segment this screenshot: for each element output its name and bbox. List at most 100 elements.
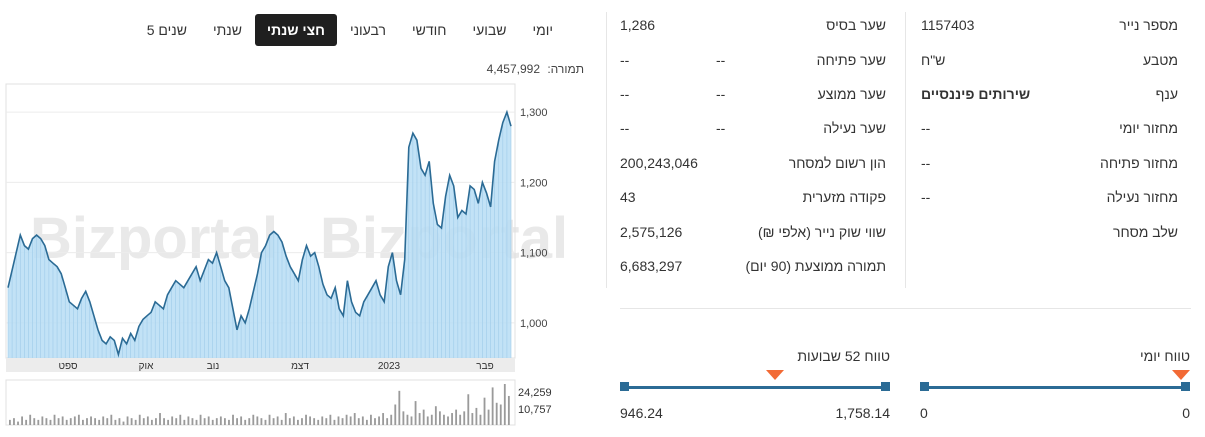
volume-bar — [503, 384, 506, 425]
detail-label: שווי שוק נייר (אלפי ₪) — [757, 223, 886, 240]
volume-bar — [301, 418, 303, 425]
volume-bar — [467, 394, 470, 425]
volume-bar — [228, 419, 230, 425]
detail-value: ש"ח — [921, 51, 946, 68]
volume-bar — [430, 414, 433, 425]
tab-daily[interactable]: יומי — [532, 22, 553, 38]
volume-bar — [414, 401, 417, 425]
detail-label: שער פתיחה — [816, 51, 886, 68]
tab-yearly[interactable]: שנתי — [212, 22, 242, 38]
volume-bar — [321, 416, 324, 425]
volume-bar — [422, 409, 425, 425]
detail-value: -- — [921, 154, 931, 171]
tab-half-year[interactable]: חצי שנתי — [254, 14, 337, 46]
range-low: 0 — [920, 405, 928, 421]
volume-bar — [378, 416, 380, 425]
volume-bar — [483, 397, 486, 425]
security-details: מספר נייר 1157403 מטבע ש"ח ענף שירותים פ… — [905, 8, 1190, 249]
volume-bar — [499, 404, 502, 425]
detail-value: -- — [620, 51, 630, 68]
volume-bar — [406, 414, 409, 425]
volume-bar — [134, 419, 137, 425]
volume-bar — [236, 418, 238, 425]
detail-change: -- — [716, 51, 726, 68]
volume-bar — [102, 416, 105, 425]
volume-bar — [195, 419, 198, 425]
volume-bar — [284, 413, 287, 425]
volume-bar — [37, 419, 40, 425]
volume-bar — [159, 413, 161, 425]
volume-bar — [256, 416, 259, 425]
volume-bar — [260, 418, 263, 425]
tab-weekly[interactable]: שבועי — [472, 22, 507, 38]
detail-value: -- — [620, 120, 630, 137]
volume-bar — [191, 418, 194, 425]
volume-bar — [264, 419, 267, 425]
y-tick-label: 1,100 — [520, 248, 548, 260]
volume-bar — [167, 419, 170, 425]
detail-row-sector: ענף שירותים פיננסיים — [905, 77, 1190, 111]
y-tick-label: 1,200 — [520, 177, 548, 189]
range-daily: טווח יומי 0 0 — [920, 345, 1190, 425]
volume-bar — [207, 416, 210, 425]
volume-bar — [341, 418, 344, 425]
volume-bar — [82, 419, 84, 425]
y-tick-label: 1,000 — [520, 318, 548, 330]
detail-value: שירותים פיננסיים — [921, 85, 1031, 102]
volume-bar — [345, 414, 348, 425]
detail-value: 1157403 — [921, 17, 975, 34]
detail-row-closing-price: שער נעילה -- -- — [608, 111, 898, 145]
volume-bar — [57, 418, 60, 425]
detail-value: 2,575,126 — [620, 223, 683, 240]
volume-bar — [353, 413, 356, 425]
volume-bar — [126, 416, 129, 425]
range-marker-icon — [1172, 370, 1190, 380]
detail-row-base-price: שער בסיס 1,286 — [608, 8, 898, 42]
x-axis-strip — [6, 358, 515, 372]
volume-bar — [219, 416, 222, 425]
detail-row-opening-price: שער פתיחה -- -- — [608, 42, 898, 76]
volume-bar — [418, 413, 421, 425]
tab-5-years[interactable]: 5 שנים — [146, 22, 187, 38]
y-tick-label: 1,300 — [520, 107, 548, 119]
volume-tick-label: 24,259 — [518, 387, 552, 399]
volume-bar — [268, 414, 271, 425]
volume-bar — [297, 419, 299, 425]
volume-bar — [122, 421, 125, 425]
volume-bar — [118, 418, 121, 425]
volume-bar — [438, 411, 441, 425]
detail-row-daily-turnover: מחזור יומי -- — [905, 111, 1190, 145]
volume-bar — [410, 416, 413, 425]
detail-row-average-price: שער ממוצע -- -- — [608, 77, 898, 111]
volume-bar — [495, 402, 498, 425]
volume-bar — [451, 413, 453, 425]
tab-monthly[interactable]: חודשי — [411, 22, 447, 38]
divider-left — [606, 12, 607, 288]
volume-bar — [65, 419, 68, 425]
range-high: 0 — [1182, 405, 1190, 421]
volume-bar — [179, 414, 182, 425]
volume-bar — [272, 418, 275, 425]
detail-label: ענף — [1155, 85, 1178, 102]
volume-bar — [361, 416, 364, 425]
detail-label: מחזור פתיחה — [1099, 154, 1178, 171]
volume-readout-label: תמורה: — [547, 62, 584, 76]
x-tick-label: דצמ — [291, 361, 309, 372]
volume-readout: תמורה: 4,457,992 — [483, 62, 584, 76]
x-tick-label: ספט — [58, 361, 78, 372]
volume-bar — [94, 418, 97, 425]
detail-value: 1,286 — [620, 17, 656, 34]
volume-bar — [171, 416, 174, 425]
volume-bar — [110, 414, 113, 425]
volume-readout-value: 4,457,992 — [486, 62, 540, 76]
volume-bar — [313, 418, 316, 425]
volume-bar — [426, 416, 429, 425]
volume-bar — [309, 416, 312, 425]
price-line — [7, 109, 512, 358]
detail-label: הון רשום למסחר — [788, 154, 886, 171]
detail-label: מטבע — [1143, 51, 1178, 68]
volume-bar — [317, 419, 320, 425]
detail-row-closing-turnover: מחזור נעילה -- — [905, 180, 1190, 214]
tab-quarterly[interactable]: רבעוני — [349, 22, 386, 38]
volume-bar — [374, 418, 376, 425]
